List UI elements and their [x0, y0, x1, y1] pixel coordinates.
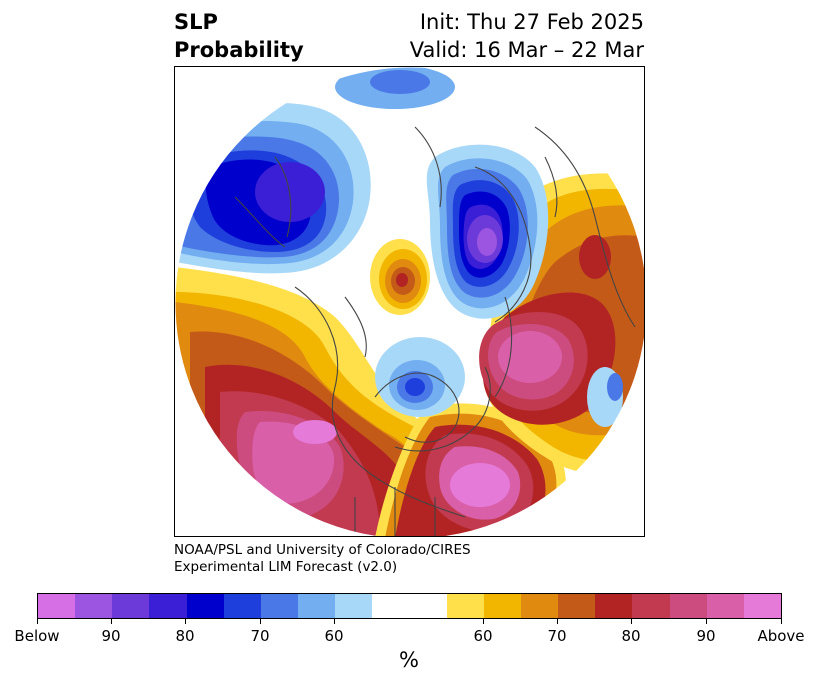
colorbar-segment [595, 594, 633, 618]
colorbar [37, 593, 782, 619]
canada-negative-anomaly [375, 337, 465, 417]
colorbar-tick-label: 70 [547, 627, 567, 645]
colorbar-tick-mark [37, 619, 38, 624]
greenland-negative-anomaly [175, 102, 371, 274]
anomaly-field [175, 67, 644, 536]
colorbar-unit: % [399, 648, 419, 672]
colorbar-tick-mark [334, 619, 335, 624]
colorbar-segment [260, 594, 299, 618]
arctic-positive-anomaly [370, 239, 430, 315]
colorbar-tick-mark [185, 619, 186, 624]
colorbar-tick-label: Below [14, 627, 60, 645]
colorbar-tick-mark [631, 619, 632, 624]
colorbar-segment [446, 594, 484, 618]
colorbar-segment [38, 594, 76, 618]
colorbar-segment [483, 594, 522, 618]
colorbar-tick-label: Above [757, 627, 805, 645]
north-pacific-negative-patch [335, 67, 623, 427]
colorbar-segment [669, 594, 707, 618]
credit-text: NOAA/PSL and University of Colorado/CIRE… [174, 542, 471, 576]
colorbar-tick-label: 90 [696, 627, 716, 645]
colorbar-segment [298, 594, 336, 618]
credit-line-1: NOAA/PSL and University of Colorado/CIRE… [174, 542, 471, 558]
colorbar-segment [75, 594, 113, 618]
map-panel [174, 66, 645, 537]
title-line-1: SLP [174, 10, 218, 34]
polar-map [175, 67, 644, 536]
colorbar-segment [372, 594, 447, 618]
forecast-dates: Init: Thu 27 Feb 2025 Valid: 16 Mar – 22… [410, 8, 644, 64]
title-line-2: Probability [174, 38, 304, 62]
colorbar-tick-mark [260, 619, 261, 624]
credit-line-2: Experimental LIM Forecast (v2.0) [174, 559, 398, 575]
colorbar-segment [706, 594, 744, 618]
eastern-us-positive-anomaly [375, 403, 566, 536]
siberia-negative-anomaly [426, 144, 549, 319]
plot-title: SLP Probability [174, 8, 304, 64]
colorbar-segment [335, 594, 373, 618]
colorbar-tick-label: 80 [175, 627, 195, 645]
colorbar-segment [743, 594, 782, 618]
colorbar-tick-mark [111, 619, 112, 624]
colorbar-tick-mark [483, 619, 484, 624]
colorbar-segment [223, 594, 261, 618]
colorbar-segment [112, 594, 150, 618]
colorbar-segment [186, 594, 224, 618]
colorbar-segment [149, 594, 187, 618]
colorbar-tick-label: 60 [473, 627, 493, 645]
colorbar-segment [521, 594, 559, 618]
colorbar-tick-label: 80 [621, 627, 641, 645]
colorbar-tick-mark [557, 619, 558, 624]
colorbar-tick-mark [781, 619, 782, 624]
colorbar-tick-label: 90 [101, 627, 121, 645]
colorbar-segment [632, 594, 670, 618]
colorbar-tick-mark [706, 619, 707, 624]
colorbar-segment [558, 594, 596, 618]
valid-range: Valid: 16 Mar – 22 Mar [409, 38, 644, 62]
coastlines [234, 126, 636, 536]
colorbar-tick-label: 60 [324, 627, 344, 645]
colorbar-tick-label: 70 [250, 627, 270, 645]
init-date: Init: Thu 27 Feb 2025 [419, 10, 644, 34]
